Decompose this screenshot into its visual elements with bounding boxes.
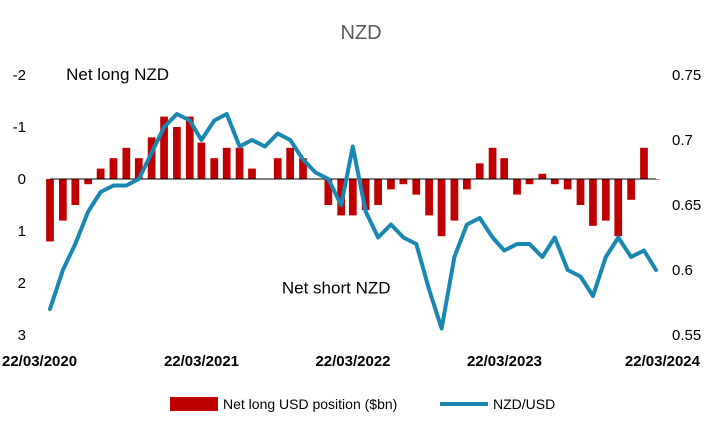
usd-position-bar [627,179,635,200]
usd-position-bar [185,116,194,179]
bars-layer [46,116,660,242]
left-axis-tick-label: 1 [18,223,26,240]
usd-position-bar [222,147,231,179]
x-axis-tick-label: 22/03/2023 [467,353,542,370]
left-axis-tick-label: 3 [18,327,26,344]
usd-position-bar [475,163,484,179]
usd-position-bar [134,158,143,179]
x-axis-tick-label: 22/03/2022 [315,353,390,370]
usd-position-bar [500,158,509,179]
right-axis-tick-label: 0.75 [672,67,701,84]
usd-position-bar [640,147,648,179]
chart-annotation: Net long NZD [66,65,169,84]
usd-position-bar [248,168,256,179]
right-axis-tick-label: 0.7 [672,132,693,149]
usd-position-bar [513,179,521,195]
x-axis-ticks: 22/03/2020 22/03/2021 22/03/2022 22/03/2023… [2,353,701,370]
usd-position-bar [173,127,181,179]
usd-position-bar [412,179,421,195]
usd-position-bar [462,179,471,190]
usd-position-bar [399,179,408,185]
usd-position-bar [525,179,534,185]
right-axis-ticks: 0.75 0.7 0.65 0.6 0.55 [672,67,701,344]
usd-position-bar [286,147,295,179]
usd-position-bar [488,147,497,179]
usd-position-bar [361,179,370,211]
usd-position-bar [550,179,559,185]
legend-bar-label: Net long USD position ($bn) [223,396,397,412]
usd-position-bar [109,158,118,179]
usd-position-bar [58,179,67,221]
usd-position-bar [614,179,623,237]
right-axis-tick-label: 0.65 [672,197,701,214]
legend: Net long USD position ($bn) NZD/USD [170,396,555,412]
usd-position-bar [96,168,105,179]
usd-position-bar [147,137,156,179]
annotations: Net long NZD Net short NZD [66,65,390,297]
usd-position-bar [437,179,446,237]
left-axis-tick-label: -1 [13,119,26,136]
usd-position-bar [538,173,547,179]
usd-position-bar [450,179,459,221]
right-axis-tick-label: 0.55 [672,327,701,344]
usd-position-bar [601,179,610,221]
usd-position-bar [425,179,433,216]
left-axis-ticks: -2 -1 0 1 2 3 [13,67,26,344]
chart-annotation: Net short NZD [282,278,391,297]
usd-position-bar [71,179,80,205]
legend-bar-swatch [170,397,218,411]
usd-position-bar [589,179,597,226]
usd-position-bar [46,179,54,242]
chart-title: NZD [340,22,381,44]
usd-position-bar [84,179,93,185]
usd-position-bar [122,147,131,179]
usd-position-bar [299,158,307,179]
x-axis-tick-label: 22/03/2020 [2,353,77,370]
usd-position-bar [324,179,333,205]
usd-position-bar [210,158,219,179]
left-axis-tick-label: 0 [18,171,26,188]
usd-position-bar [563,179,572,190]
x-axis-tick-label: 22/03/2021 [164,353,239,370]
usd-position-bar [387,179,395,190]
right-axis-tick-label: 0.6 [672,262,693,279]
usd-position-bar [273,158,282,179]
usd-position-bar [576,179,585,205]
usd-position-bar [348,179,357,216]
usd-position-bar [160,116,168,179]
left-axis-tick-label: 2 [18,275,26,292]
legend-line-label: NZD/USD [493,396,555,412]
usd-position-bar [235,147,244,179]
nzd-usd-line [48,112,658,331]
usd-position-bar [652,179,660,180]
usd-position-bar [374,179,382,205]
usd-position-bar [197,142,206,179]
left-axis-tick-label: -2 [13,67,26,84]
x-axis-tick-label: 22/03/2024 [625,353,701,370]
